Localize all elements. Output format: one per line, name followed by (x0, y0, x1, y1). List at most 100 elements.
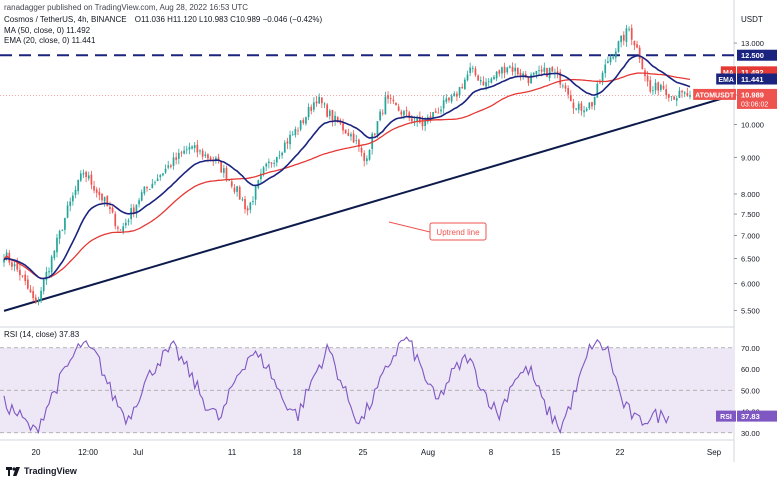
candle[interactable] (686, 93, 689, 96)
candle[interactable] (347, 132, 350, 136)
candle[interactable] (127, 220, 130, 223)
candle[interactable] (138, 200, 140, 205)
candle[interactable] (217, 157, 220, 161)
candle[interactable] (230, 181, 233, 187)
candle[interactable] (146, 187, 148, 189)
candle[interactable] (522, 73, 524, 76)
candle[interactable] (487, 81, 490, 83)
candle[interactable] (167, 165, 170, 168)
candle[interactable] (204, 154, 207, 156)
candle[interactable] (556, 71, 559, 73)
candle[interactable] (61, 230, 64, 232)
candle[interactable] (257, 180, 260, 188)
candle[interactable] (628, 28, 630, 30)
candle[interactable] (689, 95, 691, 97)
candle[interactable] (34, 297, 37, 302)
candle[interactable] (180, 152, 183, 154)
candle[interactable] (546, 67, 548, 77)
candle[interactable] (477, 75, 479, 81)
candle[interactable] (313, 102, 315, 110)
candle[interactable] (596, 83, 599, 98)
candle[interactable] (625, 28, 628, 42)
candle[interactable] (215, 157, 217, 161)
candle[interactable] (445, 98, 448, 102)
candle[interactable] (418, 116, 421, 123)
candle[interactable] (509, 66, 511, 68)
candle[interactable] (3, 259, 5, 263)
candle[interactable] (599, 82, 601, 84)
candle[interactable] (516, 67, 519, 75)
candle[interactable] (148, 189, 151, 191)
candle[interactable] (681, 90, 683, 93)
candle[interactable] (636, 44, 638, 48)
candle[interactable] (652, 90, 654, 92)
candle[interactable] (29, 289, 32, 293)
candle[interactable] (40, 290, 42, 301)
candle[interactable] (11, 262, 13, 267)
candle[interactable] (440, 109, 442, 112)
candle[interactable] (551, 67, 554, 72)
candle[interactable] (56, 237, 58, 253)
candle[interactable] (442, 100, 445, 109)
candle[interactable] (612, 57, 615, 59)
candle[interactable] (660, 84, 662, 90)
candle[interactable] (437, 112, 440, 114)
candle[interactable] (498, 70, 501, 74)
candle[interactable] (307, 106, 310, 118)
candle[interactable] (490, 78, 493, 83)
candle[interactable] (164, 168, 167, 173)
candle[interactable] (289, 134, 291, 145)
candle[interactable] (572, 102, 575, 109)
candle[interactable] (469, 67, 472, 73)
candle[interactable] (649, 80, 652, 92)
candle[interactable] (236, 186, 238, 192)
candle[interactable] (222, 168, 225, 173)
candle[interactable] (260, 173, 262, 180)
candle[interactable] (368, 150, 371, 160)
candle[interactable] (249, 202, 252, 210)
candle[interactable] (667, 94, 670, 98)
candle[interactable] (238, 187, 241, 200)
candle[interactable] (381, 112, 384, 114)
candle[interactable] (87, 175, 90, 179)
candle[interactable] (458, 87, 461, 96)
candle[interactable] (501, 67, 503, 74)
candle[interactable] (117, 227, 119, 229)
candle[interactable] (175, 157, 178, 160)
candle[interactable] (209, 157, 212, 160)
candle[interactable] (244, 199, 246, 210)
candle[interactable] (53, 250, 56, 259)
candle[interactable] (456, 93, 458, 97)
candle[interactable] (630, 28, 633, 40)
candle[interactable] (69, 201, 72, 206)
candle[interactable] (336, 117, 339, 123)
candle[interactable] (90, 174, 93, 185)
candle[interactable] (281, 152, 283, 156)
candle[interactable] (37, 299, 40, 301)
candle[interactable] (79, 173, 82, 181)
candle[interactable] (286, 141, 289, 144)
candle[interactable] (320, 97, 323, 104)
candle[interactable] (220, 161, 223, 173)
candle[interactable] (154, 182, 156, 184)
candle[interactable] (479, 80, 482, 82)
candle[interactable] (299, 120, 302, 130)
candle[interactable] (45, 271, 48, 281)
candle[interactable] (614, 51, 617, 58)
candle[interactable] (183, 150, 185, 154)
candle[interactable] (411, 118, 413, 122)
candle[interactable] (429, 116, 432, 119)
candle[interactable] (543, 67, 546, 72)
candle[interactable] (342, 123, 344, 131)
candle[interactable] (268, 161, 270, 164)
uptrend-line[interactable] (3, 94, 735, 312)
candle[interactable] (387, 95, 389, 99)
candle[interactable] (42, 279, 45, 292)
candle[interactable] (678, 90, 681, 98)
candle[interactable] (453, 93, 456, 97)
candle[interactable] (366, 158, 368, 162)
candle[interactable] (495, 71, 498, 79)
candle[interactable] (654, 82, 657, 91)
candle[interactable] (191, 146, 193, 149)
candle[interactable] (358, 139, 360, 147)
